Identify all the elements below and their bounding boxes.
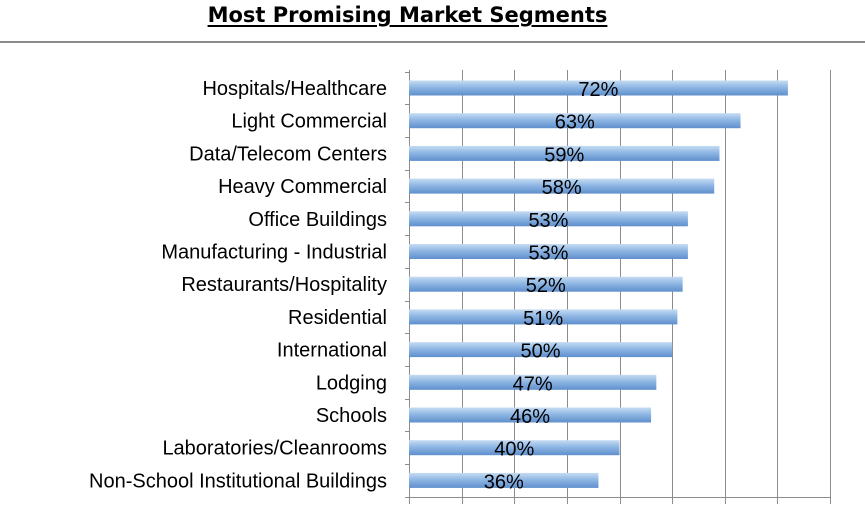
- category-label: Non-School Institutional Buildings: [89, 470, 387, 492]
- data-label: 63%: [555, 112, 595, 134]
- bar: [409, 113, 741, 129]
- data-label: 51%: [523, 308, 563, 330]
- bar: [409, 440, 620, 456]
- data-label: 59%: [544, 144, 584, 166]
- title-divider: [0, 41, 865, 43]
- bar: [409, 145, 720, 161]
- data-label: 50%: [521, 341, 561, 363]
- bar: [409, 342, 673, 358]
- chart-title: Most Promising Market Segments: [207, 3, 608, 27]
- data-label: 53%: [528, 243, 568, 265]
- data-label: 46%: [510, 406, 550, 428]
- category-label: Data/Telecom Centers: [189, 143, 387, 165]
- data-label: 40%: [494, 439, 534, 461]
- bar: [409, 276, 683, 292]
- bar: [409, 309, 678, 325]
- category-label: Residential: [288, 307, 387, 329]
- bar: [409, 407, 652, 423]
- bar: [409, 374, 657, 390]
- category-labels: Hospitals/Healthcare Light Commercial Data…: [89, 78, 387, 492]
- category-label: Hospitals/Healthcare: [202, 78, 387, 100]
- data-label: 47%: [513, 373, 553, 395]
- category-label: Heavy Commercial: [218, 176, 387, 198]
- bar: [409, 211, 688, 227]
- gridlines: [405, 70, 831, 504]
- category-label: Laboratories/Cleanrooms: [162, 438, 387, 460]
- category-label: International: [277, 340, 387, 362]
- data-label: 58%: [542, 177, 582, 199]
- bar: [409, 244, 688, 259]
- bar: [409, 178, 715, 194]
- data-label: 72%: [578, 79, 618, 101]
- category-label: Restaurants/Hospitality: [181, 274, 387, 296]
- data-labels: 72% 63% 59% 58% 53% 53% 52% 51% 50% 47% 46% 40% 36%: [484, 79, 619, 493]
- category-label: Schools: [316, 405, 387, 427]
- bars: [409, 80, 788, 488]
- data-label: 52%: [526, 275, 566, 297]
- category-label: Light Commercial: [231, 111, 387, 133]
- category-label: Manufacturing - Industrial: [161, 242, 387, 264]
- category-label: Lodging: [316, 372, 387, 394]
- bar: [409, 80, 788, 96]
- category-label: Office Buildings: [248, 209, 387, 231]
- data-label: 36%: [484, 471, 524, 493]
- bar: [409, 472, 599, 488]
- data-label: 53%: [528, 210, 568, 232]
